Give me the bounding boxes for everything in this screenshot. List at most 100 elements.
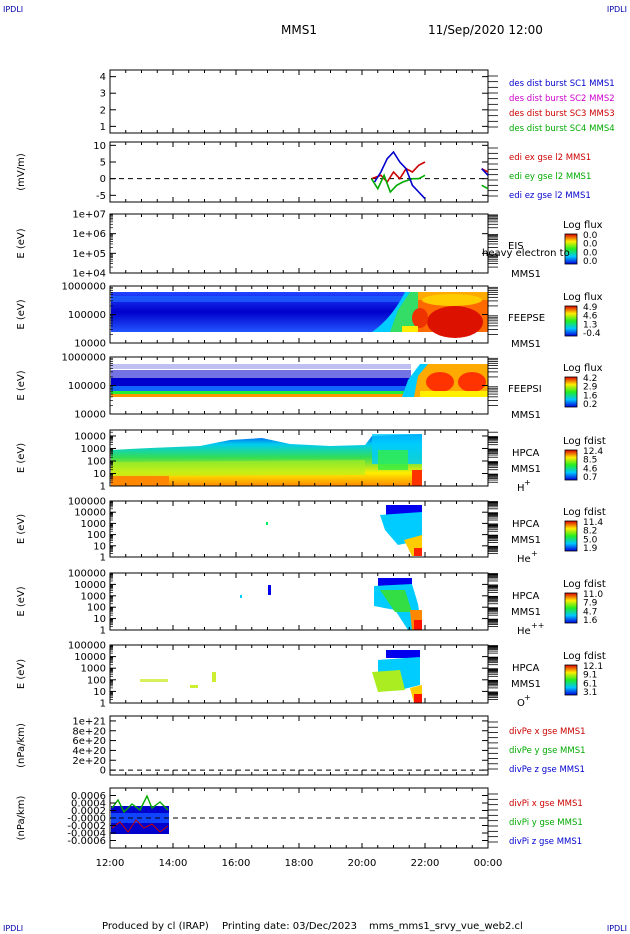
species-label: O [517, 698, 525, 709]
feepse-spectrogram [111, 292, 488, 338]
y-tick-label: 100000 [68, 381, 106, 392]
x-tick-label: 14:00 [159, 858, 188, 869]
y-tick-label: 0.0004 [71, 799, 106, 810]
mission-title: MMS1 [281, 23, 317, 37]
panel-frame [109, 572, 489, 631]
colorbar-tick-label: 3.1 [583, 688, 597, 698]
panel-edi-e: -5 0 5 10 (mV/m) edi ex gse l2 MMS1 edi ey gse… [16, 141, 591, 203]
y-tick-label: -5 [96, 191, 106, 202]
colorbar [564, 376, 578, 408]
instrument-label: FEEPSE [508, 313, 545, 324]
colorbar-tick-label: 9.1 [583, 671, 597, 681]
y-tick-label: 1e+04 [72, 269, 106, 280]
colorbar [564, 305, 578, 337]
y-axis-label: E (eV) [16, 514, 27, 544]
y-tick-label: 1000000 [61, 353, 106, 364]
spacecraft-label: MMS1 [511, 269, 541, 280]
colorbar-tick-label: 7.9 [583, 599, 598, 609]
x-tick-label: 16:00 [222, 858, 251, 869]
y-tick-label: -0.0000 [67, 814, 106, 825]
corner-tag-top-left: IPDLI [3, 5, 23, 14]
hpca-h-spectrogram [111, 434, 422, 486]
charge-label: + [524, 478, 531, 487]
legend-entry: edi ex gse l2 MMS1 [509, 153, 591, 163]
y-tick-label: 10000 [74, 652, 106, 663]
instrument-label: FEEPSI [508, 384, 542, 395]
panel-frame [109, 644, 489, 704]
legend-entry: edi ey gse l2 MMS1 [509, 172, 591, 182]
y-tick-label: 1 [100, 553, 106, 564]
colorbar-tick-label: 0.7 [583, 473, 597, 483]
y-tick-label: 100 [87, 530, 106, 541]
footer-file: mms_mms1_srvy_vue_web2.cl [369, 921, 523, 932]
y-tick-label: 100000 [68, 497, 106, 508]
colorbar [564, 449, 578, 481]
colorbar-tick-label: 0.0 [583, 231, 598, 241]
corner-tag-bottom-left: IPDLI [3, 924, 23, 933]
y-tick-label: -0.0004 [67, 829, 106, 840]
species-label: He [517, 626, 531, 637]
y-tick-label: 10000 [74, 580, 106, 591]
instrument-label: HPCA [512, 591, 540, 602]
spacecraft-label: MMS1 [511, 535, 541, 546]
y-tick-label: 10 [93, 541, 106, 552]
spacecraft-label: MMS1 [511, 679, 541, 690]
y-tick-label: 100 [87, 603, 106, 614]
y-tick-label: -0.0002 [67, 821, 106, 832]
y-tick-label: 100 [87, 456, 106, 467]
charge-label: ++ [531, 621, 544, 630]
legend-entry: divPe y gse MMS1 [509, 746, 586, 756]
y-tick-label: 10 [93, 141, 106, 152]
colorbar [564, 592, 578, 624]
colorbar-tick-label: 4.6 [583, 464, 598, 474]
panel-frame [109, 500, 489, 558]
legend-entry: divPi z gse MMS1 [509, 837, 582, 847]
colorbar-tick-label: 6.1 [583, 679, 597, 689]
colorbar-tick-label: 12.4 [583, 447, 603, 457]
colorbar-tick-label: 4.9 [583, 303, 598, 313]
colorbar-title: Log flux [563, 220, 603, 231]
colorbar-tick-label: 1.6 [583, 391, 598, 401]
colorbar-tick-label: -0.4 [583, 329, 601, 339]
panel-feeps-e: 10000 100000 1000000 E (eV) Log flux4.94.61.… [16, 282, 603, 351]
panel-frame [109, 213, 489, 274]
y-tick-label: 0.0006 [71, 791, 106, 802]
series-line-z [373, 150, 426, 200]
colorbar-tick-label: 8.2 [583, 527, 597, 537]
y-tick-label: 10000 [74, 431, 106, 442]
y-axis-label: (mV/m) [16, 153, 27, 191]
y-tick-label: 10 [93, 614, 106, 625]
y-axis-label: E (eV) [16, 370, 27, 400]
colorbar [564, 520, 578, 552]
colorbar-tick-label: 11.0 [583, 590, 603, 600]
colorbar-tick-label: 2.9 [583, 383, 598, 393]
y-axis-label: E (eV) [16, 443, 27, 473]
colorbar-tick-label: 1.6 [583, 616, 598, 626]
y-tick-label: 1000000 [61, 282, 106, 293]
x-tick-label: 20:00 [348, 858, 377, 869]
y-tick-label: 1 [100, 482, 106, 493]
instrument-label: HPCA [512, 448, 540, 459]
footer-produced-by: Produced by cl (IRAP) [102, 921, 209, 932]
y-tick-label: 1e+06 [72, 229, 106, 240]
x-tick-label: 00:00 [474, 858, 503, 869]
instrument-label: EIS [508, 241, 524, 252]
colorbar-title: Log fdist [563, 436, 606, 447]
legend-entry: des dist burst SC3 MMS3 [509, 109, 615, 119]
legend-entry: des dist burst SC4 MMS4 [509, 124, 615, 134]
legend-entry: edi ez gse l2 MMS1 [509, 191, 591, 201]
colorbar-tick-label: 4.7 [583, 607, 597, 617]
y-tick-label: 100000 [68, 569, 106, 580]
colorbar [564, 233, 578, 265]
spacecraft-label: MMS1 [511, 464, 541, 475]
y-tick-label: 0 [100, 766, 106, 777]
y-tick-label: 1000 [81, 664, 106, 675]
colorbar-title: Log fdist [563, 579, 606, 590]
series-line-z [481, 168, 489, 176]
spacecraft-label: MMS1 [511, 607, 541, 618]
